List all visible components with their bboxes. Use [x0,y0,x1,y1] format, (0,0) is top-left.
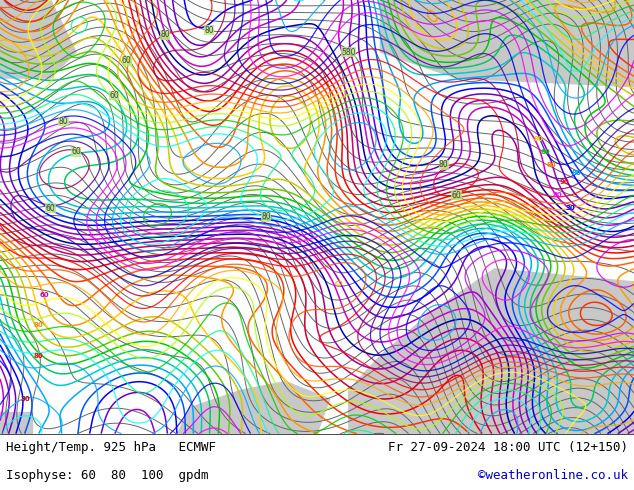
Text: 80: 80 [572,171,582,176]
Text: 60: 60 [540,149,550,155]
Text: 80: 80 [58,117,68,126]
Polygon shape [0,0,76,78]
Polygon shape [178,382,330,434]
Text: 80: 80 [553,192,563,198]
Text: 80: 80 [439,160,449,169]
Text: 80: 80 [160,30,170,39]
Text: 30: 30 [20,396,30,402]
Text: Isophyse: 60  80  100  gpdm: Isophyse: 60 80 100 gpdm [6,469,209,483]
Text: 60: 60 [39,292,49,298]
Text: 60: 60 [71,147,81,156]
Text: 80: 80 [33,353,43,359]
Text: Fr 27-09-2024 18:00 UTC (12+150): Fr 27-09-2024 18:00 UTC (12+150) [387,441,628,454]
Text: 30: 30 [566,205,576,211]
Polygon shape [0,412,32,434]
Text: 80: 80 [33,322,43,328]
Text: 90: 90 [559,179,569,185]
Text: 80: 80 [261,212,271,221]
Text: 80: 80 [204,26,214,35]
Text: 80: 80 [547,162,557,168]
Polygon shape [380,0,634,87]
Text: 60: 60 [46,204,56,213]
Polygon shape [349,269,634,434]
Text: 60: 60 [109,91,119,100]
Text: Height/Temp. 925 hPa   ECMWF: Height/Temp. 925 hPa ECMWF [6,441,216,454]
Text: 60: 60 [451,191,462,199]
Text: 80: 80 [534,136,544,142]
Text: 580: 580 [342,48,356,56]
Text: ©weatheronline.co.uk: ©weatheronline.co.uk [477,469,628,483]
Text: 60: 60 [122,56,132,65]
